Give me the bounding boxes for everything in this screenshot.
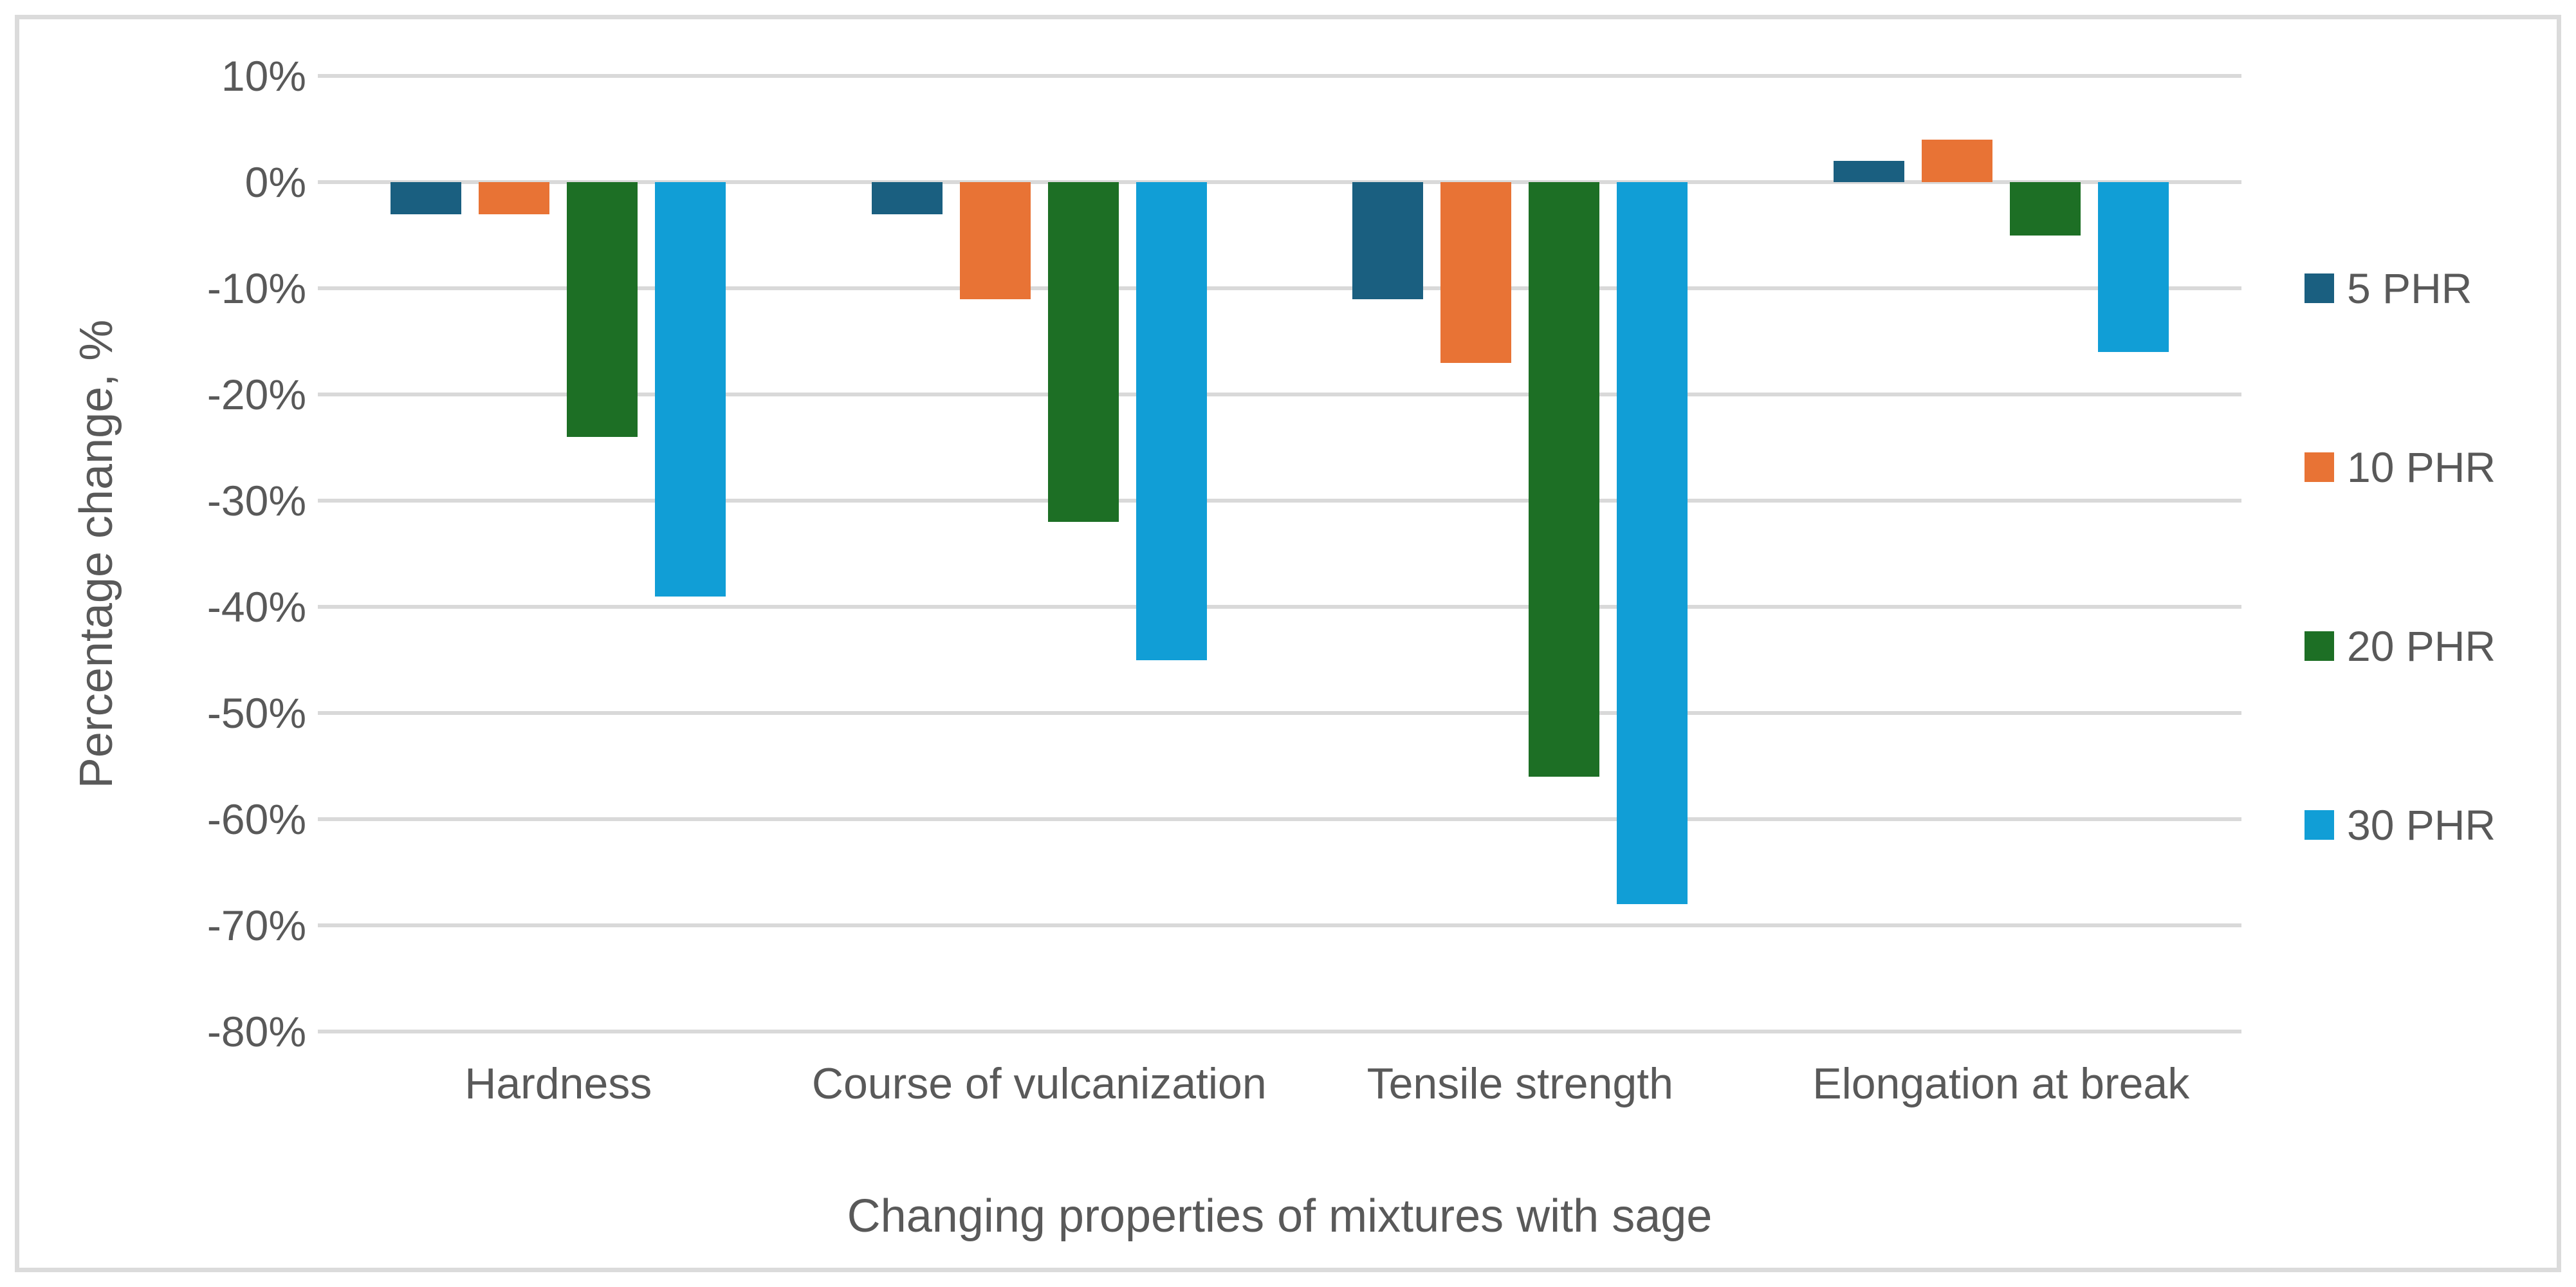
gridline--60 (318, 817, 2241, 821)
bar-5-phr-tensile-strength (1352, 182, 1424, 299)
legend-item-5-phr: 5 PHR (2305, 263, 2536, 314)
legend-label: 5 PHR (2347, 264, 2472, 312)
legend-marker-icon (2305, 273, 2334, 303)
legend-label: 30 PHR (2347, 801, 2496, 849)
gridline--10 (318, 286, 2241, 290)
gridline--40 (318, 605, 2241, 609)
bar-10-phr-elongation-at-break (1921, 140, 1992, 182)
y-tick-label: -20% (207, 371, 306, 418)
y-tick-label: -60% (207, 795, 306, 843)
legend-item-10-phr: 10 PHR (2305, 441, 2536, 493)
bar-5-phr-course-of-vulcanization (871, 182, 943, 214)
gridline-10 (318, 74, 2241, 78)
x-category-label-elongation-at-break: Elongation at break (1812, 1059, 2190, 1108)
legend-marker-icon (2305, 810, 2334, 840)
legend-marker-icon (2305, 452, 2334, 482)
gridline-0 (318, 180, 2241, 184)
gridline--80 (318, 1030, 2241, 1033)
x-category-label-course-of-vulcanization: Course of vulcanization (811, 1059, 1267, 1108)
gridline--50 (318, 711, 2241, 715)
bar-10-phr-course-of-vulcanization (959, 182, 1031, 299)
bar-20-phr-elongation-at-break (2009, 182, 2081, 236)
bar-20-phr-tensile-strength (1529, 182, 1600, 777)
y-tick-label: -30% (207, 477, 306, 524)
bar-20-phr-hardness (567, 182, 638, 437)
y-tick-label: 0% (244, 158, 306, 206)
bar-30-phr-elongation-at-break (2097, 182, 2169, 352)
legend-label: 20 PHR (2347, 622, 2496, 670)
bar-30-phr-hardness (655, 182, 726, 597)
bar-20-phr-course-of-vulcanization (1047, 182, 1119, 522)
gridline--70 (318, 923, 2241, 927)
legend-item-20-phr: 20 PHR (2305, 620, 2536, 672)
bar-5-phr-hardness (391, 182, 462, 214)
bar-10-phr-hardness (479, 182, 550, 214)
legend-item-30-phr: 30 PHR (2305, 799, 2536, 851)
bar-30-phr-course-of-vulcanization (1136, 182, 1207, 660)
x-category-label-hardness: Hardness (465, 1059, 652, 1108)
y-tick-label: -10% (207, 264, 306, 312)
legend-marker-icon (2305, 631, 2334, 661)
bar-30-phr-tensile-strength (1617, 182, 1688, 904)
bar-10-phr-tensile-strength (1440, 182, 1512, 363)
y-tick-label: -80% (207, 1008, 306, 1055)
y-tick-label: 10% (221, 52, 306, 100)
legend-label: 10 PHR (2347, 443, 2496, 491)
x-category-label-tensile-strength: Tensile strength (1366, 1059, 1673, 1108)
y-tick-label: -50% (207, 689, 306, 737)
bar-5-phr-elongation-at-break (1833, 161, 1904, 182)
gridline--20 (318, 393, 2241, 396)
x-axis-title: Changing properties of mixtures with sag… (847, 1190, 1713, 1242)
y-tick-label: -40% (207, 583, 306, 631)
y-tick-label: -70% (207, 902, 306, 949)
gridline--30 (318, 499, 2241, 503)
